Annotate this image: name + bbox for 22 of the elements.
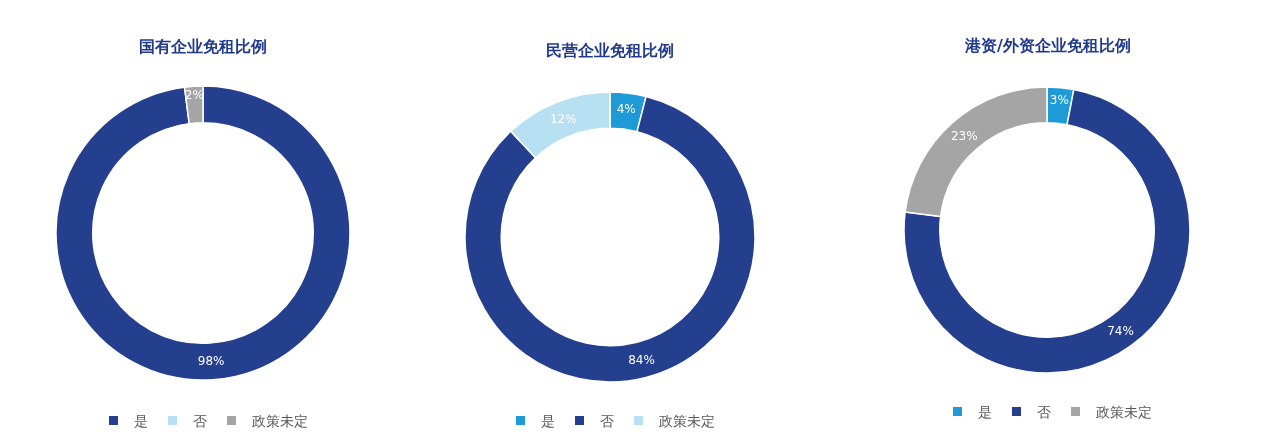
donut-slice — [903, 88, 1191, 374]
legend-label: 政策未定 — [1095, 404, 1152, 421]
data-label: 12% — [549, 112, 577, 127]
legend-label: 是 — [977, 404, 992, 421]
data-label: 74% — [1107, 324, 1134, 339]
data-label: 84% — [628, 352, 655, 367]
legend-label: 否 — [192, 413, 207, 430]
legend-label: 是 — [133, 413, 148, 430]
legend-label: 政策未定 — [251, 413, 308, 430]
donut-slice — [464, 95, 756, 383]
data-label: 3% — [1049, 92, 1069, 107]
data-label: 4% — [616, 102, 636, 117]
legend-label: 是 — [540, 413, 555, 430]
legend-label: 否 — [1036, 404, 1051, 421]
legend-label: 政策未定 — [658, 413, 715, 430]
chart-title: 民营企业免租比例 — [546, 41, 674, 60]
chart-title: 国有企业免租比例 — [139, 37, 267, 56]
legend-label: 否 — [599, 413, 614, 430]
data-label: 98% — [197, 354, 225, 369]
chart-title: 港资/外资企业免租比例 — [964, 36, 1131, 55]
donut-slice — [55, 85, 351, 381]
data-label: 23% — [950, 129, 978, 144]
